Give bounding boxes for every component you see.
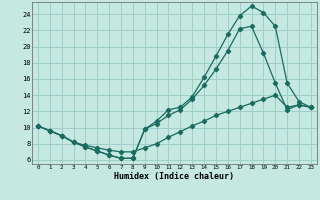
X-axis label: Humidex (Indice chaleur): Humidex (Indice chaleur) bbox=[115, 172, 234, 181]
